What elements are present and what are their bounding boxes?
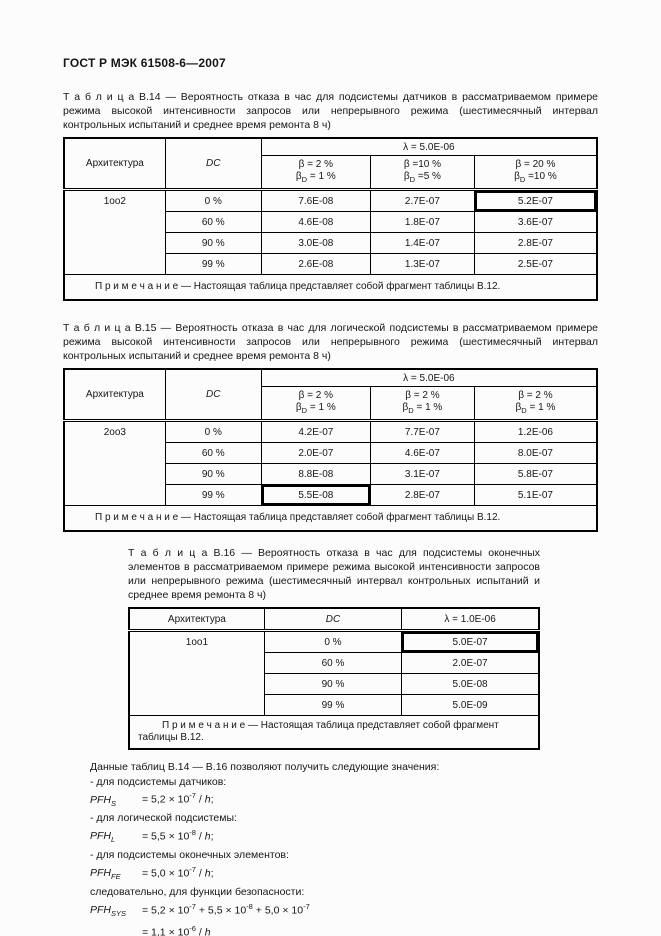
value-cell: 3.6E-07 [473, 211, 598, 233]
beta-header: β = 2 % βD = 1 % [260, 386, 371, 422]
value-cell: 4.2E-07 [260, 420, 371, 443]
dc-cell: 99 % [164, 253, 262, 275]
value-cell: 1.8E-07 [369, 211, 475, 233]
pfh-sys-formula-line1: PFHSYS = 5,2 × 10-7 + 5,5 × 10-8 + 5,0 × … [90, 901, 310, 919]
table-note: П р и м е ч а н и е — Настоящая таблица … [63, 274, 598, 301]
column-header-architecture: Архитектура [63, 137, 166, 191]
document-title: ГОСТ Р МЭК 61508-6—2007 [63, 56, 226, 70]
column-header-dc: DC [164, 137, 262, 191]
table-note: П р и м е ч а н и е — Настоящая таблица … [63, 505, 598, 532]
value-cell: 5.0E-08 [401, 673, 540, 695]
column-header-architecture: Архитектура [63, 368, 166, 422]
dc-cell: 0 % [164, 189, 262, 212]
conclusion-block: Данные таблиц В.14 — В.16 позволяют полу… [90, 760, 598, 936]
pfh-final-elements-formula: PFHFE = 5,0 × 10-7 / h; [90, 864, 214, 882]
table-row: β = 2 % βD = 1 % β =10 % βD =5 % β = 20 % β… [64, 155, 598, 191]
table-row: П р и м е ч а н и е — Настоящая таблица … [63, 274, 598, 301]
table-b16-caption: Т а б л и ц а В.16 — Вероятность отказа … [128, 547, 540, 601]
beta-header: β = 2 % βD = 1 % [369, 386, 475, 422]
table-row: П р и м е ч а н и е — Настоящая таблица … [128, 715, 540, 750]
dc-cell: 90 % [164, 463, 262, 485]
value-cell: 5.1E-07 [473, 484, 598, 506]
table-row: 1oo2 0 % 7.6E-08 2.7E-07 5.2E-07 [63, 189, 598, 275]
table-b16: Архитектура DC λ = 1.0E-06 1oo1 0 % 5.0E… [128, 607, 540, 750]
value-cell: 2.0E-07 [260, 442, 371, 464]
column-header-architecture: Архитектура [128, 607, 265, 632]
value-cell: 2.7E-07 [369, 189, 475, 212]
value-cell: 4.6E-08 [260, 211, 371, 233]
value-cell: 1.4E-07 [369, 232, 475, 254]
item-logic-label: - для логической подсистемы: [90, 812, 237, 825]
table-row: Архитектура DC λ = 1.0E-06 [128, 607, 540, 632]
value-cell-highlighted: 5.2E-07 [473, 189, 598, 212]
item-sensors-label: - для подсистемы датчиков: [90, 775, 227, 788]
table-row: 99 % 5.0E-09 [129, 694, 540, 716]
value-cell: 3.1E-07 [369, 463, 475, 485]
pfh-sys-formula-line2: = 1,1 × 10-6 / h [142, 923, 211, 936]
dc-cell: 99 % [164, 484, 262, 506]
table-b15-caption: Т а б л и ц а В.15 — Вероятность отказа … [63, 322, 598, 362]
dc-cell: 60 % [164, 442, 262, 464]
table-row: 60 % 2.0E-07 4.6E-07 8.0E-07 [64, 442, 598, 464]
value-cell: 5.0E-09 [401, 694, 540, 716]
conclusion-intro: Данные таблиц В.14 — В.16 позволяют полу… [90, 761, 440, 773]
table-b14: Архитектура DC λ = 5.0E-06 β = 2 % βD = 1… [63, 137, 598, 301]
table-row: 1oo1 0 % 5.0E-07 [128, 630, 540, 716]
beta-header: β = 2 % βD = 1 % [473, 386, 598, 422]
table-note: П р и м е ч а н и е — Настоящая таблица … [128, 715, 540, 750]
value-cell: 8.0E-07 [473, 442, 598, 464]
table-row: β = 2 % βD = 1 % β = 2 % βD = 1 % β = 2 % β… [64, 386, 598, 422]
dc-cell: 60 % [263, 652, 403, 674]
value-cell: 8.8E-08 [260, 463, 371, 485]
value-cell: 2.5E-07 [473, 253, 598, 275]
dc-cell: 90 % [164, 232, 262, 254]
item-final-elements-label: - для подсистемы оконечных элементов: [90, 849, 289, 862]
dc-cell: 90 % [263, 673, 403, 695]
value-cell: 2.0E-07 [401, 652, 540, 674]
value-cell: 1.2E-06 [473, 420, 598, 443]
beta-header: β = 2 % βD = 1 % [260, 155, 371, 191]
dc-cell: 99 % [263, 694, 403, 716]
pfh-logic-formula: PFHL = 5,5 × 10-8 / h; [90, 827, 214, 845]
lambda-header: λ = 1.0E-06 [401, 607, 540, 632]
dc-cell: 0 % [164, 420, 262, 443]
table-row: П р и м е ч а н и е — Настоящая таблица … [63, 505, 598, 532]
architecture-cell: 2oo3 [63, 420, 166, 506]
lambda-header: λ = 5.0E-06 [260, 368, 598, 387]
column-header-dc: DC [263, 607, 403, 632]
architecture-cell: 1oo1 [128, 630, 265, 716]
table-row: Архитектура DC λ = 5.0E-06 [63, 137, 598, 191]
therefore-label: следовательно, для функции безопасности: [90, 885, 305, 898]
column-header-dc: DC [164, 368, 262, 422]
value-cell: 7.7E-07 [369, 420, 475, 443]
pfh-sensors-formula: PFHS = 5,2 × 10-7 / h; [90, 791, 214, 808]
table-row: 60 % 2.0E-07 [129, 652, 540, 674]
value-cell: 3.0E-08 [260, 232, 371, 254]
value-cell: 2.8E-07 [369, 484, 475, 506]
dc-cell: 60 % [164, 211, 262, 233]
table-row: Архитектура DC λ = 5.0E-06 [63, 368, 598, 422]
value-cell: 4.6E-07 [369, 442, 475, 464]
table-row: 2oo3 0 % 4.2E-07 7.7E-07 1.2E-06 [63, 420, 598, 506]
lambda-header: λ = 5.0E-06 [260, 137, 598, 156]
value-cell-highlighted: 5.0E-07 [401, 630, 540, 653]
value-cell: 2.6E-08 [260, 253, 371, 275]
value-cell: 2.8E-07 [473, 232, 598, 254]
table-b14-caption: Т а б л и ц а В.14 — Вероятность отказа … [63, 91, 598, 131]
table-row: 99 % 2.6E-08 1.3E-07 2.5E-07 [64, 253, 598, 275]
value-cell: 5.8E-07 [473, 463, 598, 485]
dc-cell: 0 % [263, 630, 403, 653]
value-cell-highlighted: 5.5E-08 [260, 484, 371, 506]
beta-header: β = 20 % βD =10 % [473, 155, 598, 191]
table-b15: Архитектура DC λ = 5.0E-06 β = 2 % βD = 1… [63, 368, 598, 532]
value-cell: 7.6E-08 [260, 189, 371, 212]
beta-header: β =10 % βD =5 % [369, 155, 475, 191]
table-row: 99 % 5.5E-08 2.8E-07 5.1E-07 [64, 484, 598, 506]
value-cell: 1.3E-07 [369, 253, 475, 275]
architecture-cell: 1oo2 [63, 189, 166, 275]
